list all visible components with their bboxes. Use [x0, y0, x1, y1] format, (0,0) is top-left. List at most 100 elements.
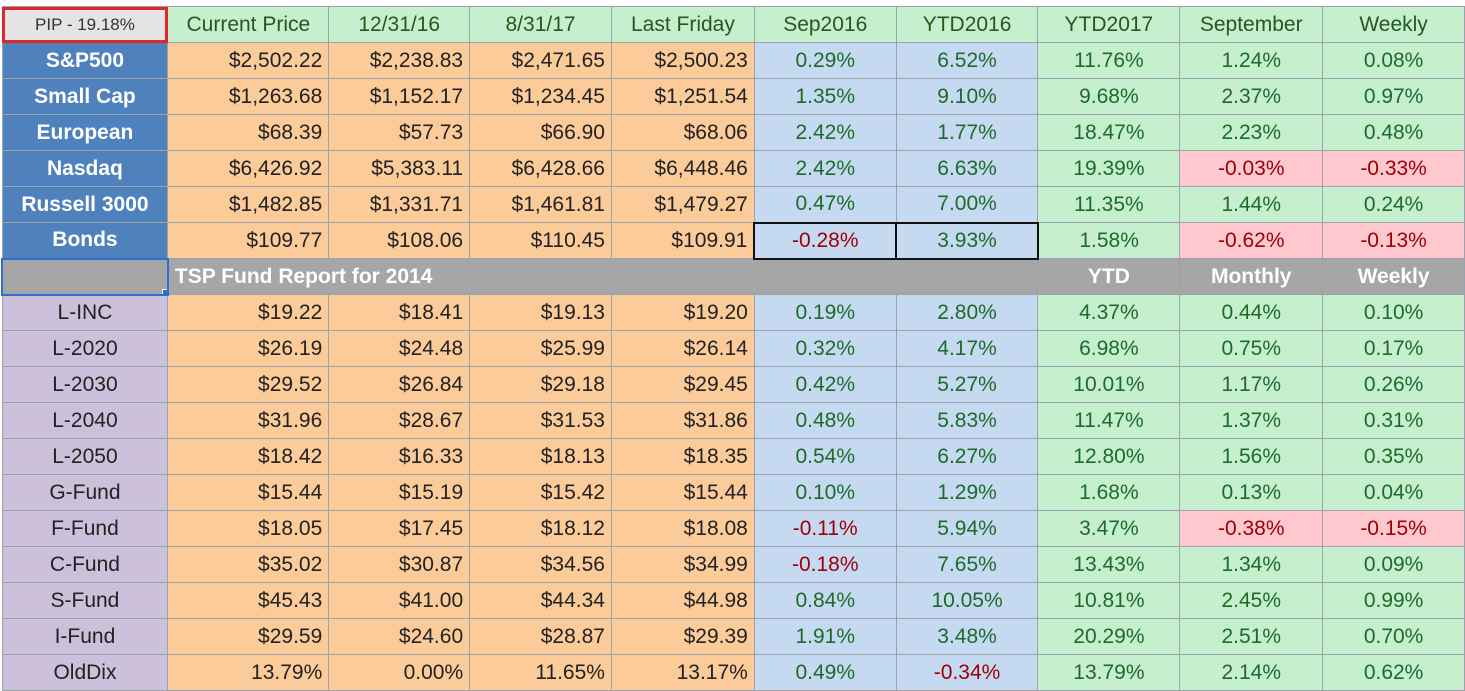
separator-monthly-label[interactable]: Monthly [1179, 258, 1324, 295]
row-label[interactable]: I-Fund [1, 618, 169, 655]
price-cell[interactable]: $44.34 [469, 582, 612, 619]
weekly-cell[interactable]: 0.09% [1322, 546, 1465, 583]
sep2016-cell[interactable]: -0.11% [753, 510, 897, 547]
weekly-cell[interactable]: -0.15% [1322, 510, 1465, 547]
ytd2016-cell[interactable]: 2.80% [895, 294, 1039, 331]
fill-handle[interactable] [161, 288, 166, 293]
row-label[interactable]: L-2040 [1, 402, 169, 439]
price-cell[interactable]: $1,461.81 [469, 186, 612, 223]
september-cell[interactable]: 2.14% [1179, 654, 1324, 691]
september-cell[interactable]: 1.37% [1179, 402, 1324, 439]
price-cell[interactable]: $15.19 [328, 474, 471, 511]
ytd2016-cell[interactable]: 3.48% [895, 618, 1039, 655]
price-cell[interactable]: $1,152.17 [328, 78, 471, 115]
ytd2017-cell[interactable]: 19.39% [1037, 150, 1181, 187]
september-cell[interactable]: 0.75% [1179, 330, 1324, 367]
ytd2016-cell[interactable]: 3.93% [895, 221, 1039, 260]
price-cell[interactable]: $1,331.71 [328, 186, 471, 223]
price-cell[interactable]: $25.99 [469, 330, 612, 367]
price-cell[interactable]: 11.65% [469, 654, 612, 691]
price-cell[interactable]: $1,479.27 [610, 186, 755, 223]
row-label[interactable]: OldDix [1, 654, 169, 691]
price-cell[interactable]: 13.79% [167, 654, 330, 691]
price-cell[interactable]: $18.42 [167, 438, 330, 475]
ytd2017-cell[interactable]: 10.01% [1037, 366, 1181, 403]
price-cell[interactable]: $18.12 [469, 510, 612, 547]
price-cell[interactable]: $1,234.45 [469, 78, 612, 115]
september-cell[interactable]: -0.38% [1179, 510, 1324, 547]
price-cell[interactable]: $68.39 [167, 114, 330, 151]
sep2016-cell[interactable]: 2.42% [753, 150, 897, 187]
price-cell[interactable]: $18.35 [610, 438, 755, 475]
ytd2016-cell[interactable]: 6.63% [895, 150, 1039, 187]
ytd2017-cell[interactable]: 20.29% [1037, 618, 1181, 655]
sep2016-cell[interactable]: 0.42% [753, 366, 897, 403]
price-cell[interactable]: $31.96 [167, 402, 330, 439]
price-cell[interactable]: $45.43 [167, 582, 330, 619]
price-cell[interactable]: 0.00% [328, 654, 471, 691]
september-cell[interactable]: -0.03% [1179, 150, 1324, 187]
price-cell[interactable]: $26.19 [167, 330, 330, 367]
header-current-price[interactable]: Current Price [167, 6, 330, 43]
header-ytd2017[interactable]: YTD2017 [1037, 6, 1181, 43]
price-cell[interactable]: $6,426.92 [167, 150, 330, 187]
row-label[interactable]: S&P500 [1, 42, 169, 79]
price-cell[interactable]: $41.00 [328, 582, 471, 619]
row-label[interactable]: Small Cap [1, 78, 169, 115]
price-cell[interactable]: $19.13 [469, 294, 612, 331]
sep2016-cell[interactable]: 0.54% [753, 438, 897, 475]
ytd2017-cell[interactable]: 18.47% [1037, 114, 1181, 151]
price-cell[interactable]: $5,383.11 [328, 150, 471, 187]
price-cell[interactable]: $6,428.66 [469, 150, 612, 187]
price-cell[interactable]: $2,471.65 [469, 42, 612, 79]
weekly-cell[interactable]: 0.08% [1322, 42, 1465, 79]
ytd2016-cell[interactable]: 1.29% [895, 474, 1039, 511]
price-cell[interactable]: $18.13 [469, 438, 612, 475]
september-cell[interactable]: 2.23% [1179, 114, 1324, 151]
row-label[interactable]: L-2020 [1, 330, 169, 367]
ytd2016-cell[interactable]: 4.17% [895, 330, 1039, 367]
header-september[interactable]: September [1179, 6, 1324, 43]
price-cell[interactable]: $19.22 [167, 294, 330, 331]
weekly-cell[interactable]: 0.35% [1322, 438, 1465, 475]
price-cell[interactable]: $44.98 [610, 582, 755, 619]
row-label[interactable]: C-Fund [1, 546, 169, 583]
weekly-cell[interactable]: 0.10% [1322, 294, 1465, 331]
ytd2016-cell[interactable]: -0.34% [895, 654, 1039, 691]
price-cell[interactable]: 13.17% [610, 654, 755, 691]
ytd2017-cell[interactable]: 1.58% [1037, 222, 1181, 259]
weekly-cell[interactable]: 0.99% [1322, 582, 1465, 619]
price-cell[interactable]: $19.20 [610, 294, 755, 331]
september-cell[interactable]: -0.62% [1179, 222, 1324, 259]
price-cell[interactable]: $57.73 [328, 114, 471, 151]
price-cell[interactable]: $35.02 [167, 546, 330, 583]
september-cell[interactable]: 1.17% [1179, 366, 1324, 403]
pip-cell[interactable]: PIP - 19.18% [1, 6, 169, 43]
ytd2016-cell[interactable]: 6.27% [895, 438, 1039, 475]
ytd2017-cell[interactable]: 13.79% [1037, 654, 1181, 691]
sep2016-cell[interactable]: 2.42% [753, 114, 897, 151]
weekly-cell[interactable]: 0.62% [1322, 654, 1465, 691]
ytd2017-cell[interactable]: 6.98% [1037, 330, 1181, 367]
ytd2017-cell[interactable]: 1.68% [1037, 474, 1181, 511]
header-last-friday[interactable]: Last Friday [610, 6, 755, 43]
ytd2017-cell[interactable]: 4.37% [1037, 294, 1181, 331]
row-label[interactable]: L-INC [1, 294, 169, 331]
weekly-cell[interactable]: 0.48% [1322, 114, 1465, 151]
september-cell[interactable]: 1.34% [1179, 546, 1324, 583]
ytd2016-cell[interactable]: 10.05% [895, 582, 1039, 619]
price-cell[interactable]: $29.39 [610, 618, 755, 655]
ytd2017-cell[interactable]: 3.47% [1037, 510, 1181, 547]
sep2016-cell[interactable]: 1.35% [753, 78, 897, 115]
header-weekly[interactable]: Weekly [1322, 6, 1465, 43]
price-cell[interactable]: $2,502.22 [167, 42, 330, 79]
price-cell[interactable]: $18.08 [610, 510, 755, 547]
header-ytd2016[interactable]: YTD2016 [895, 6, 1039, 43]
price-cell[interactable]: $31.86 [610, 402, 755, 439]
price-cell[interactable]: $6,448.46 [610, 150, 755, 187]
ytd2016-cell[interactable]: 7.00% [895, 186, 1039, 223]
ytd2016-cell[interactable]: 5.83% [895, 402, 1039, 439]
price-cell[interactable]: $16.33 [328, 438, 471, 475]
ytd2017-cell[interactable]: 12.80% [1037, 438, 1181, 475]
weekly-cell[interactable]: 0.97% [1322, 78, 1465, 115]
